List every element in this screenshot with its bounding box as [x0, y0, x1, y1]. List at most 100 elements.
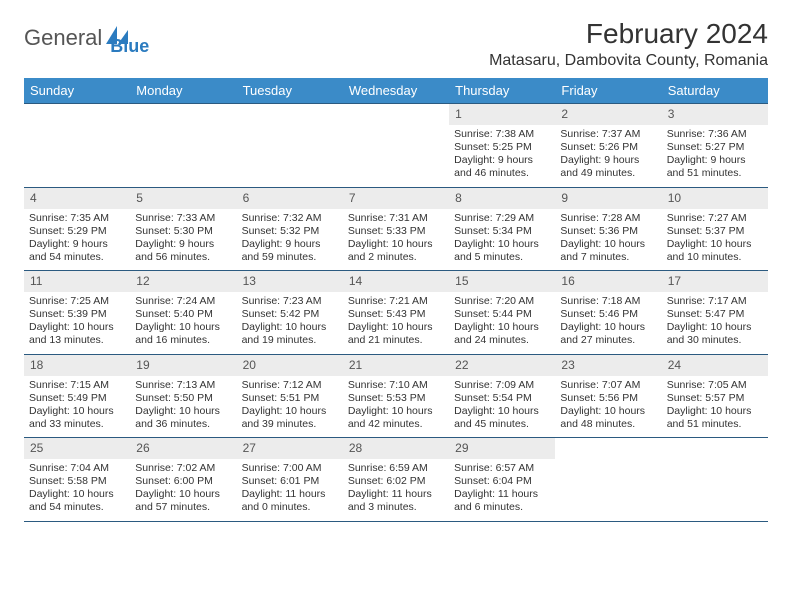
day-number: 4 [24, 188, 130, 209]
day-cell: 21 Sunrise: 7:10 AMSunset: 5:53 PMDayligh… [343, 355, 449, 438]
day-details: Sunrise: 7:24 AMSunset: 5:40 PMDaylight:… [135, 295, 231, 348]
day-details: Sunrise: 7:37 AMSunset: 5:26 PMDaylight:… [560, 128, 656, 181]
day-details: Sunrise: 7:00 AMSunset: 6:01 PMDaylight:… [242, 462, 338, 515]
day-number: 28 [343, 438, 449, 459]
weekday-header: Saturday [662, 78, 768, 103]
day-cell: 27 Sunrise: 7:00 AMSunset: 6:01 PMDayligh… [237, 438, 343, 521]
day-number: 1 [449, 104, 555, 125]
month-title: February 2024 [489, 18, 768, 50]
logo-text-general: General [24, 25, 102, 51]
day-number: 15 [449, 271, 555, 292]
weekday-header: Thursday [449, 78, 555, 103]
day-details: Sunrise: 7:09 AMSunset: 5:54 PMDaylight:… [454, 379, 550, 432]
day-number: 8 [449, 188, 555, 209]
day-cell: 14 Sunrise: 7:21 AMSunset: 5:43 PMDayligh… [343, 271, 449, 354]
day-cell: 4Sunrise: 7:35 AMSunset: 5:29 PMDaylight… [24, 188, 130, 271]
day-cell [343, 104, 449, 187]
day-details: Sunrise: 7:20 AMSunset: 5:44 PMDaylight:… [454, 295, 550, 348]
day-cell: 3 Sunrise: 7:36 AMSunset: 5:27 PMDaylight… [662, 104, 768, 187]
day-number: 26 [130, 438, 236, 459]
day-number: 16 [555, 271, 661, 292]
day-number: 29 [449, 438, 555, 459]
day-details: Sunrise: 7:38 AMSunset: 5:25 PMDaylight:… [454, 128, 550, 181]
day-cell [662, 438, 768, 521]
calendar-body: 1 Sunrise: 7:38 AMSunset: 5:25 PMDaylight… [24, 103, 768, 522]
day-details: Sunrise: 7:15 AMSunset: 5:49 PMDaylight:… [29, 379, 125, 432]
day-number: 9 [555, 188, 661, 209]
day-number: 25 [24, 438, 130, 459]
day-cell: 26 Sunrise: 7:02 AMSunset: 6:00 PMDayligh… [130, 438, 236, 521]
day-cell: 6Sunrise: 7:32 AMSunset: 5:32 PMDaylight… [237, 188, 343, 271]
day-number: 27 [237, 438, 343, 459]
day-details: Sunrise: 7:33 AMSunset: 5:30 PMDaylight:… [135, 212, 231, 265]
day-cell: 29 Sunrise: 6:57 AMSunset: 6:04 PMDayligh… [449, 438, 555, 521]
weekday-header: Wednesday [343, 78, 449, 103]
day-number: 19 [130, 355, 236, 376]
day-cell: 25 Sunrise: 7:04 AMSunset: 5:58 PMDayligh… [24, 438, 130, 521]
day-details: Sunrise: 7:04 AMSunset: 5:58 PMDaylight:… [29, 462, 125, 515]
day-details: Sunrise: 7:18 AMSunset: 5:46 PMDaylight:… [560, 295, 656, 348]
day-cell [24, 104, 130, 187]
day-number: 5 [130, 188, 236, 209]
day-cell: 23 Sunrise: 7:07 AMSunset: 5:56 PMDayligh… [555, 355, 661, 438]
day-details: Sunrise: 7:17 AMSunset: 5:47 PMDaylight:… [667, 295, 763, 348]
day-cell [130, 104, 236, 187]
day-cell: 17 Sunrise: 7:17 AMSunset: 5:47 PMDayligh… [662, 271, 768, 354]
day-number: 3 [662, 104, 768, 125]
day-details: Sunrise: 7:27 AMSunset: 5:37 PMDaylight:… [667, 212, 763, 265]
day-cell: 9Sunrise: 7:28 AMSunset: 5:36 PMDaylight… [555, 188, 661, 271]
day-details: Sunrise: 7:31 AMSunset: 5:33 PMDaylight:… [348, 212, 444, 265]
day-cell: 13Sunrise: 7:23 AMSunset: 5:42 PMDayligh… [237, 271, 343, 354]
day-details: Sunrise: 7:05 AMSunset: 5:57 PMDaylight:… [667, 379, 763, 432]
day-details: Sunrise: 7:36 AMSunset: 5:27 PMDaylight:… [667, 128, 763, 181]
day-details: Sunrise: 7:02 AMSunset: 6:00 PMDaylight:… [135, 462, 231, 515]
day-details: Sunrise: 7:07 AMSunset: 5:56 PMDaylight:… [560, 379, 656, 432]
day-cell: 1 Sunrise: 7:38 AMSunset: 5:25 PMDaylight… [449, 104, 555, 187]
day-number: 12 [130, 271, 236, 292]
day-cell: 20Sunrise: 7:12 AMSunset: 5:51 PMDayligh… [237, 355, 343, 438]
day-cell: 19Sunrise: 7:13 AMSunset: 5:50 PMDayligh… [130, 355, 236, 438]
day-cell [555, 438, 661, 521]
day-number: 21 [343, 355, 449, 376]
weekday-header: Sunday [24, 78, 130, 103]
day-number: 7 [343, 188, 449, 209]
day-details: Sunrise: 7:21 AMSunset: 5:43 PMDaylight:… [348, 295, 444, 348]
week-row: 18Sunrise: 7:15 AMSunset: 5:49 PMDayligh… [24, 355, 768, 439]
week-row: 11 Sunrise: 7:25 AMSunset: 5:39 PMDayligh… [24, 271, 768, 355]
weekday-header: Monday [130, 78, 236, 103]
day-cell: 5 Sunrise: 7:33 AMSunset: 5:30 PMDaylight… [130, 188, 236, 271]
day-details: Sunrise: 7:10 AMSunset: 5:53 PMDaylight:… [348, 379, 444, 432]
day-cell: 18Sunrise: 7:15 AMSunset: 5:49 PMDayligh… [24, 355, 130, 438]
week-row: 25 Sunrise: 7:04 AMSunset: 5:58 PMDayligh… [24, 438, 768, 522]
day-number: 14 [343, 271, 449, 292]
day-number: 17 [662, 271, 768, 292]
day-number: 11 [24, 271, 130, 292]
day-number: 23 [555, 355, 661, 376]
day-number: 10 [662, 188, 768, 209]
day-details: Sunrise: 7:12 AMSunset: 5:51 PMDaylight:… [242, 379, 338, 432]
day-details: Sunrise: 7:23 AMSunset: 5:42 PMDaylight:… [242, 295, 338, 348]
day-details: Sunrise: 7:29 AMSunset: 5:34 PMDaylight:… [454, 212, 550, 265]
day-cell [237, 104, 343, 187]
day-cell: 15 Sunrise: 7:20 AMSunset: 5:44 PMDayligh… [449, 271, 555, 354]
day-details: Sunrise: 7:25 AMSunset: 5:39 PMDaylight:… [29, 295, 125, 348]
day-cell: 28Sunrise: 6:59 AMSunset: 6:02 PMDayligh… [343, 438, 449, 521]
day-details: Sunrise: 7:32 AMSunset: 5:32 PMDaylight:… [242, 212, 338, 265]
week-row: 4Sunrise: 7:35 AMSunset: 5:29 PMDaylight… [24, 188, 768, 272]
day-cell: 8 Sunrise: 7:29 AMSunset: 5:34 PMDaylight… [449, 188, 555, 271]
day-cell: 2Sunrise: 7:37 AMSunset: 5:26 PMDaylight… [555, 104, 661, 187]
header: General Blue February 2024 Matasaru, Dam… [24, 18, 768, 70]
day-cell: 11 Sunrise: 7:25 AMSunset: 5:39 PMDayligh… [24, 271, 130, 354]
week-row: 1 Sunrise: 7:38 AMSunset: 5:25 PMDaylight… [24, 104, 768, 188]
title-block: February 2024 Matasaru, Dambovita County… [489, 18, 768, 70]
day-number: 22 [449, 355, 555, 376]
location-subtitle: Matasaru, Dambovita County, Romania [489, 52, 768, 70]
day-number: 24 [662, 355, 768, 376]
day-cell: 24 Sunrise: 7:05 AMSunset: 5:57 PMDayligh… [662, 355, 768, 438]
day-cell: 22 Sunrise: 7:09 AMSunset: 5:54 PMDayligh… [449, 355, 555, 438]
day-details: Sunrise: 6:57 AMSunset: 6:04 PMDaylight:… [454, 462, 550, 515]
weekday-header-row: Sunday Monday Tuesday Wednesday Thursday… [24, 78, 768, 103]
logo-text-blue: Blue [110, 36, 149, 56]
logo: General Blue [24, 18, 149, 57]
day-cell: 7 Sunrise: 7:31 AMSunset: 5:33 PMDaylight… [343, 188, 449, 271]
